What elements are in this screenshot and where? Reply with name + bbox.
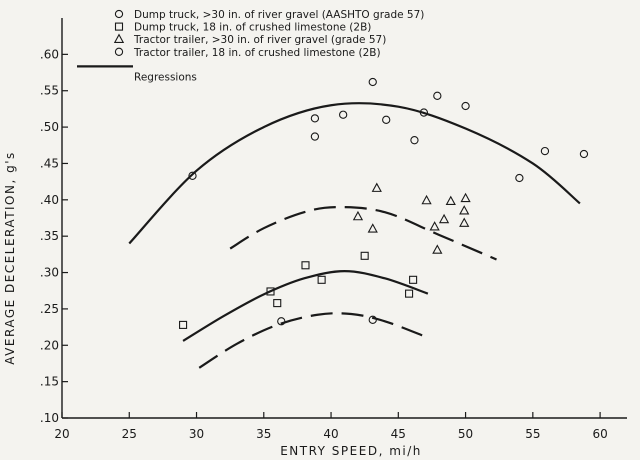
x-axis-title: ENTRY SPEED, mi/h	[280, 444, 422, 458]
y-tick-label: .60	[40, 47, 59, 61]
data-point-circle	[410, 136, 419, 145]
data-point-triangle	[421, 194, 432, 205]
regression-line	[182, 269, 429, 342]
data-point-circle	[277, 317, 286, 326]
regression-line	[128, 102, 581, 245]
data-point-square	[301, 261, 310, 270]
legend-symbol-square	[114, 22, 124, 31]
data-point-triangle	[352, 210, 364, 221]
x-tick-label: 30	[189, 427, 204, 441]
data-point-circle	[310, 132, 320, 141]
legend-label: Tractor trailer, >30 in. of river gravel…	[133, 34, 386, 46]
y-tick-label: .45	[40, 156, 59, 170]
data-point-square	[273, 299, 282, 308]
data-point-square	[266, 287, 275, 296]
legend-symbol-circle	[114, 9, 124, 19]
y-tick-label: .10	[40, 411, 59, 425]
y-tick-label: .40	[40, 193, 59, 207]
data-point-circle	[382, 115, 391, 124]
y-tick-label: .20	[40, 338, 59, 352]
data-point-circle	[579, 149, 589, 159]
data-point-square	[317, 275, 326, 284]
data-point-triangle	[460, 192, 471, 203]
data-point-circle	[433, 91, 442, 100]
legend: Dump truck, >30 in. of river gravel (AAS…	[77, 9, 424, 83]
regression-line	[198, 312, 426, 369]
data-points	[179, 77, 589, 329]
data-point-triangle	[367, 223, 378, 233]
legend-label: Dump truck, 18 in. of crushed limestone …	[134, 22, 371, 34]
x-tick-label: 45	[391, 427, 406, 441]
x-tick-label: 35	[256, 427, 271, 441]
data-point-square	[360, 251, 369, 260]
data-point-square	[409, 275, 418, 284]
regression-line	[229, 205, 497, 261]
legend-symbol-triangle	[113, 33, 125, 43]
data-point-circle	[515, 173, 524, 183]
x-tick-label: 55	[525, 427, 540, 441]
data-point-circle	[188, 171, 197, 180]
x-tick-label: 60	[592, 427, 607, 441]
y-tick-label: .55	[40, 84, 59, 98]
legend-label: Regressions	[134, 71, 197, 83]
data-point-square	[179, 320, 188, 329]
data-point-triangle	[371, 182, 382, 192]
data-point-square	[405, 289, 414, 298]
data-point-triangle	[438, 213, 450, 224]
data-point-triangle	[459, 205, 470, 215]
x-tick-label: 25	[122, 427, 137, 441]
data-point-circle	[310, 114, 320, 123]
data-point-circle	[339, 110, 348, 119]
y-axis-title: AVERAGE DECELERATION, g's	[3, 151, 17, 365]
data-point-triangle	[429, 221, 440, 231]
data-point-circle	[461, 101, 470, 111]
axes: 20 25 30 35 40 45 50 55 60 .10 .15 .20 .25 .30 .35 .40.…	[40, 18, 627, 441]
x-tick-label: 50	[458, 427, 473, 441]
data-point-circle	[540, 146, 550, 156]
y-tick-label: .35	[40, 229, 59, 243]
data-point-triangle	[432, 244, 443, 254]
data-point-circle	[368, 315, 377, 324]
legend-symbol-circle	[114, 47, 124, 56]
y-tick-label: .30	[40, 266, 59, 280]
y-tick-label: .25	[40, 302, 59, 316]
data-point-triangle	[445, 195, 456, 206]
legend-label: Tractor trailer, 18 in. of crushed limes…	[133, 47, 381, 59]
data-point-circle	[419, 108, 429, 117]
y-tick-label: .15	[40, 375, 59, 389]
y-tick-label: .50	[40, 120, 59, 134]
x-tick-label: 20	[54, 427, 69, 441]
x-tick-label: 40	[323, 427, 338, 441]
regression-lines	[128, 102, 581, 369]
data-point-circle	[368, 77, 377, 87]
legend-label: Dump truck, >30 in. of river gravel (AAS…	[134, 9, 424, 21]
data-point-triangle	[459, 217, 470, 227]
